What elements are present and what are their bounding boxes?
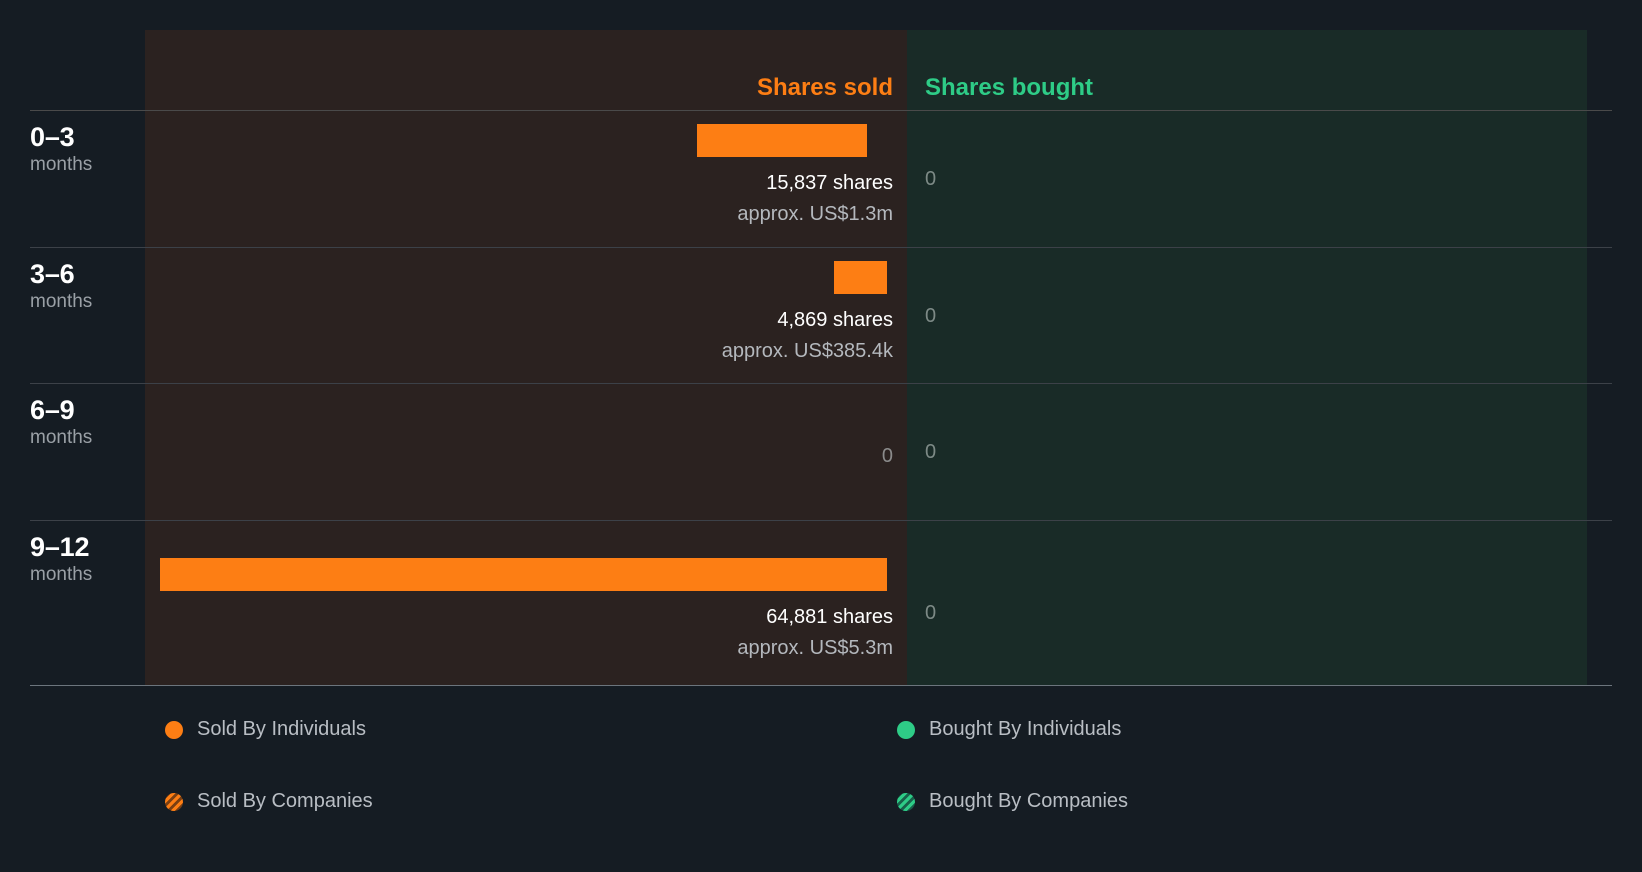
bar-sold-0-3-months — [697, 124, 867, 157]
row-range: 3–6 — [30, 259, 75, 289]
legend-label: Sold By Companies — [197, 790, 373, 812]
row-range: 6–9 — [30, 395, 75, 425]
chart-header: Shares sold Shares bought — [0, 30, 1642, 110]
legend-label: Bought By Individuals — [929, 718, 1122, 740]
sold-shares-value: 64,881 shares — [766, 606, 893, 628]
value-sold-3-6-months: 4,869 shares approx. US$385.4k — [0, 305, 893, 367]
table-row: 3–6 months 4,869 shares approx. US$385.4… — [0, 247, 1642, 383]
bought-individuals-swatch-icon — [897, 720, 915, 739]
row-range: 0–3 — [30, 122, 75, 152]
row-label-0-3-months: 0–3 months — [30, 123, 140, 180]
column-header-shares-sold: Shares sold — [756, 74, 893, 101]
legend-item-sold-by-individuals[interactable]: Sold By Individuals — [165, 718, 366, 741]
gridline — [30, 383, 1612, 384]
bar-sold-3-6-months — [834, 261, 887, 294]
sold-individuals-swatch-icon — [165, 720, 183, 739]
sold-shares-value: 4,869 shares — [777, 309, 893, 331]
sold-amount-value: approx. US$5.3m — [737, 637, 893, 659]
row-unit: months — [30, 154, 93, 176]
value-bought-6-9-months: 0 — [925, 441, 937, 463]
sold-amount-value: approx. US$385.4k — [721, 340, 893, 362]
gridline-axis — [30, 685, 1612, 686]
bar-sold-9-12-months — [160, 558, 887, 591]
legend-label: Bought By Companies — [929, 790, 1129, 812]
value-bought-3-6-months: 0 — [925, 305, 937, 327]
row-label-9-12-months: 9–12 months — [30, 533, 140, 590]
sold-companies-swatch-icon — [165, 792, 183, 811]
legend-item-sold-by-companies[interactable]: Sold By Companies — [165, 790, 373, 813]
row-label-3-6-months: 3–6 months — [30, 260, 140, 317]
value-sold-0-3-months: 15,837 shares approx. US$1.3m — [0, 168, 893, 230]
gridline — [30, 520, 1612, 521]
table-row: 0–3 months 15,837 shares approx. US$1.3m… — [0, 110, 1642, 247]
table-row: 6–9 months 0 0 — [0, 383, 1642, 520]
chart-legend: Sold By Individuals Bought By Individual… — [0, 690, 1642, 872]
bought-companies-swatch-icon — [897, 792, 915, 811]
sold-shares-value: 15,837 shares — [766, 172, 893, 194]
row-range: 9–12 — [30, 532, 90, 562]
shares-bought-panel — [907, 30, 1587, 685]
gridline — [30, 110, 1612, 111]
sold-amount-value: approx. US$1.3m — [737, 203, 893, 225]
sold-shares-value: 0 — [881, 445, 893, 467]
legend-label: Sold By Individuals — [197, 718, 366, 740]
legend-item-bought-by-companies[interactable]: Bought By Companies — [897, 790, 1128, 813]
row-unit: months — [30, 564, 93, 586]
value-sold-6-9-months: 0 — [0, 441, 893, 472]
row-unit: months — [30, 291, 93, 313]
legend-item-bought-by-individuals[interactable]: Bought By Individuals — [897, 718, 1121, 741]
row-label-6-9-months: 6–9 months — [30, 396, 140, 453]
value-sold-9-12-months: 64,881 shares approx. US$5.3m — [0, 602, 893, 664]
value-bought-9-12-months: 0 — [925, 602, 937, 624]
table-row: 9–12 months 64,881 shares approx. US$5.3… — [0, 520, 1642, 685]
gridline — [30, 247, 1612, 248]
value-bought-0-3-months: 0 — [925, 168, 937, 190]
column-header-shares-bought: Shares bought — [925, 74, 1094, 101]
row-unit: months — [30, 427, 93, 449]
